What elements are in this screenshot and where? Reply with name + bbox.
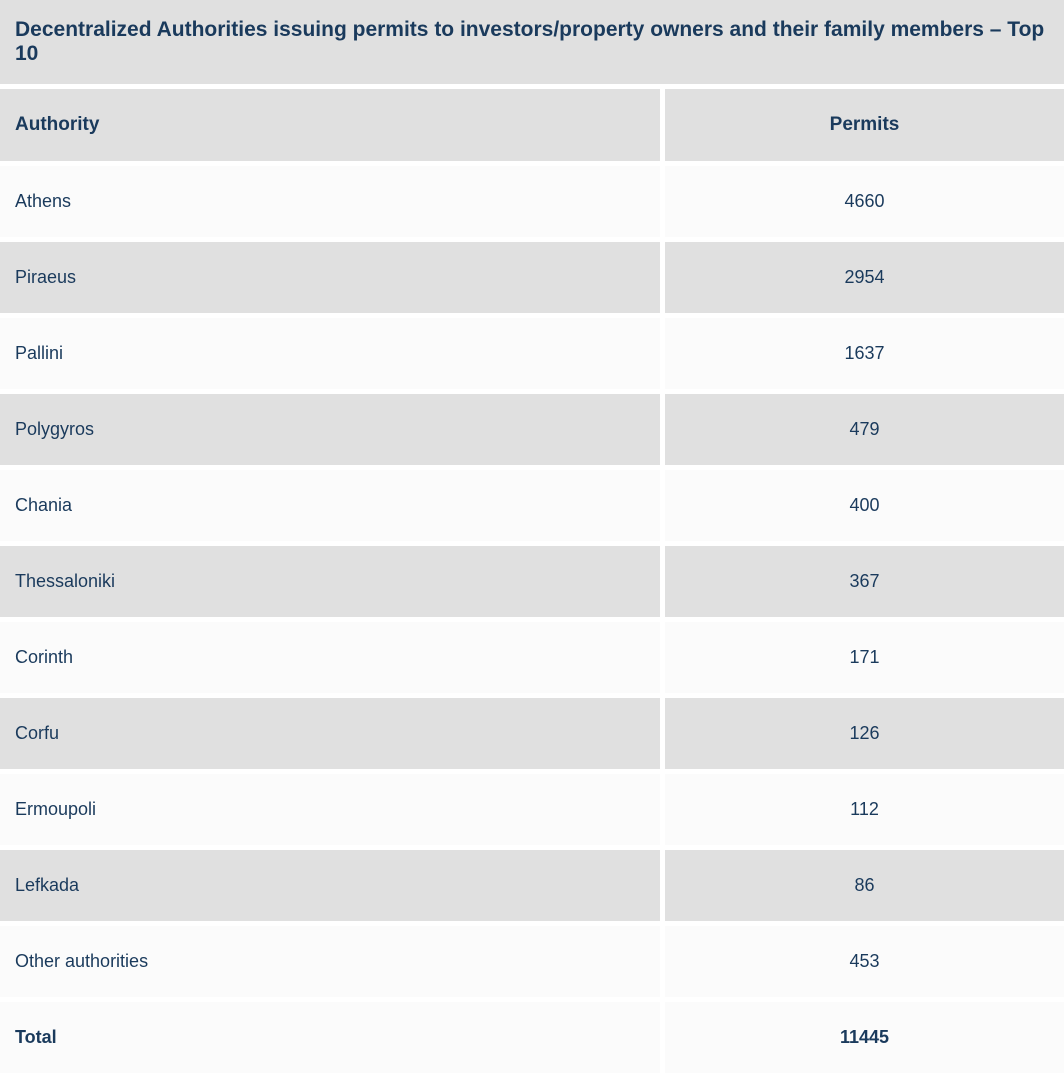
permits-cell: 4660: [665, 166, 1064, 242]
authority-cell: Corinth: [0, 622, 665, 698]
table-total-row: Total 11445: [0, 1002, 1064, 1078]
permits-cell: 171: [665, 622, 1064, 698]
table-row: Polygyros 479: [0, 394, 1064, 470]
column-header-permits: Permits: [665, 89, 1064, 166]
table-row: Corfu 126: [0, 698, 1064, 774]
permits-cell: 2954: [665, 242, 1064, 318]
authority-cell: Pallini: [0, 318, 665, 394]
permits-cell: 86: [665, 850, 1064, 926]
table-header-row: Authority Permits: [0, 89, 1064, 166]
table-body: Authority Permits Athens 4660 Piraeus 29…: [0, 89, 1064, 1078]
table-row: Chania 400: [0, 470, 1064, 546]
table-row: Athens 4660: [0, 166, 1064, 242]
table-row: Pallini 1637: [0, 318, 1064, 394]
table-row: Piraeus 2954: [0, 242, 1064, 318]
authority-cell: Athens: [0, 166, 665, 242]
permits-cell: 400: [665, 470, 1064, 546]
table-row: Thessaloniki 367: [0, 546, 1064, 622]
table-row: Corinth 171: [0, 622, 1064, 698]
table-row: Other authorities 453: [0, 926, 1064, 1002]
total-label: Total: [0, 1002, 665, 1078]
authority-cell: Other authorities: [0, 926, 665, 1002]
permits-table: Decentralized Authorities issuing permit…: [0, 0, 1064, 1078]
permits-cell: 453: [665, 926, 1064, 1002]
total-value: 11445: [665, 1002, 1064, 1078]
permits-cell: 367: [665, 546, 1064, 622]
column-header-authority: Authority: [0, 89, 665, 166]
permits-cell: 126: [665, 698, 1064, 774]
authority-cell: Thessaloniki: [0, 546, 665, 622]
authority-cell: Ermoupoli: [0, 774, 665, 850]
authority-cell: Corfu: [0, 698, 665, 774]
authority-cell: Lefkada: [0, 850, 665, 926]
table-row: Ermoupoli 112: [0, 774, 1064, 850]
permits-cell: 1637: [665, 318, 1064, 394]
authority-cell: Chania: [0, 470, 665, 546]
table-title: Decentralized Authorities issuing permit…: [0, 0, 1064, 89]
authority-cell: Piraeus: [0, 242, 665, 318]
table-row: Lefkada 86: [0, 850, 1064, 926]
permits-cell: 112: [665, 774, 1064, 850]
permits-cell: 479: [665, 394, 1064, 470]
authority-cell: Polygyros: [0, 394, 665, 470]
